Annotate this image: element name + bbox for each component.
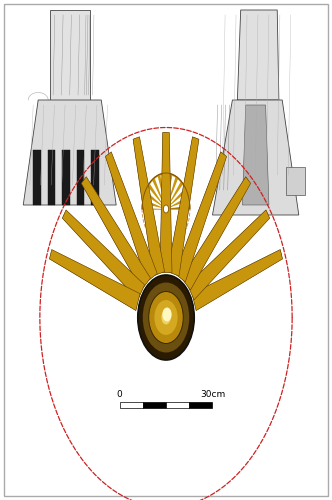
Polygon shape (51, 250, 140, 300)
Polygon shape (62, 210, 144, 300)
Bar (34, 150, 41, 205)
Polygon shape (167, 137, 197, 274)
Polygon shape (85, 176, 150, 282)
Polygon shape (182, 176, 251, 290)
Polygon shape (195, 256, 283, 310)
Bar (189, 402, 212, 407)
Wedge shape (166, 174, 170, 209)
Polygon shape (175, 152, 224, 279)
Polygon shape (160, 132, 172, 272)
Polygon shape (187, 181, 251, 290)
Polygon shape (188, 210, 270, 300)
Polygon shape (81, 179, 147, 290)
Polygon shape (182, 176, 249, 286)
Text: 30cm: 30cm (200, 390, 225, 399)
Polygon shape (212, 100, 299, 215)
Circle shape (162, 308, 172, 322)
Polygon shape (192, 250, 282, 304)
Polygon shape (49, 253, 138, 310)
Polygon shape (23, 100, 116, 205)
Bar (143, 402, 166, 407)
Polygon shape (192, 216, 270, 300)
Polygon shape (182, 155, 227, 282)
Polygon shape (167, 132, 172, 272)
Polygon shape (175, 152, 227, 282)
Polygon shape (237, 10, 279, 100)
Polygon shape (49, 250, 140, 310)
Polygon shape (109, 152, 157, 276)
Wedge shape (166, 200, 189, 209)
Polygon shape (62, 213, 142, 300)
Bar (48, 150, 55, 205)
Wedge shape (166, 192, 188, 209)
Polygon shape (175, 138, 199, 276)
Bar (62, 150, 70, 205)
Polygon shape (188, 210, 268, 294)
Circle shape (163, 205, 169, 213)
Polygon shape (65, 210, 144, 290)
Wedge shape (146, 188, 166, 209)
Bar (120, 402, 143, 407)
Wedge shape (150, 181, 166, 209)
Wedge shape (142, 173, 190, 209)
Polygon shape (81, 176, 150, 290)
Wedge shape (160, 174, 166, 209)
Wedge shape (155, 176, 166, 209)
Circle shape (149, 292, 183, 344)
Polygon shape (242, 105, 269, 205)
Bar (286, 168, 305, 195)
Text: 0: 0 (117, 390, 123, 399)
Circle shape (161, 310, 171, 324)
Polygon shape (105, 154, 154, 282)
Polygon shape (133, 137, 165, 276)
Bar (166, 402, 189, 407)
FancyBboxPatch shape (50, 10, 90, 100)
Circle shape (143, 282, 189, 352)
Wedge shape (166, 180, 180, 209)
Polygon shape (192, 250, 283, 310)
Wedge shape (144, 195, 166, 209)
Polygon shape (167, 137, 199, 276)
Circle shape (138, 275, 194, 360)
Wedge shape (143, 204, 166, 209)
Polygon shape (160, 132, 168, 272)
Bar (91, 150, 99, 205)
Wedge shape (166, 185, 185, 209)
Bar (77, 150, 84, 205)
Polygon shape (137, 137, 165, 273)
Polygon shape (133, 138, 160, 276)
Circle shape (154, 300, 178, 335)
Polygon shape (105, 152, 157, 282)
Wedge shape (166, 176, 175, 209)
